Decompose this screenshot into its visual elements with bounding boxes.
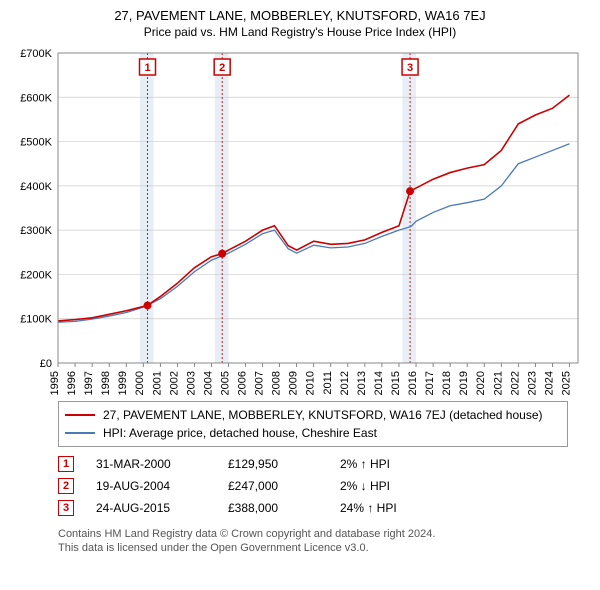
transaction-diff: 24% ↑ HPI — [340, 501, 450, 515]
transaction-table: 1 31-MAR-2000 £129,950 2% ↑ HPI 2 19-AUG-2004… — [58, 453, 590, 519]
svg-text:1997: 1997 — [83, 371, 95, 395]
svg-text:3: 3 — [407, 62, 413, 74]
svg-text:2024: 2024 — [543, 371, 555, 395]
svg-text:2021: 2021 — [492, 371, 504, 395]
svg-text:2001: 2001 — [151, 371, 163, 395]
footer-attribution: Contains HM Land Registry data © Crown c… — [58, 527, 590, 556]
page-title: 27, PAVEMENT LANE, MOBBERLEY, KNUTSFORD,… — [10, 8, 590, 23]
transaction-row: 3 24-AUG-2015 £388,000 24% ↑ HPI — [58, 497, 590, 519]
svg-text:2009: 2009 — [288, 371, 300, 395]
legend-label: HPI: Average price, detached house, Ches… — [103, 426, 377, 440]
footer-line-2: This data is licensed under the Open Gov… — [58, 541, 590, 555]
svg-text:2015: 2015 — [390, 371, 402, 395]
svg-text:£300K: £300K — [20, 225, 52, 237]
svg-text:2023: 2023 — [526, 371, 538, 395]
svg-text:£0: £0 — [40, 358, 52, 370]
svg-text:2002: 2002 — [168, 371, 180, 395]
svg-text:£200K: £200K — [20, 269, 52, 281]
svg-text:2010: 2010 — [305, 371, 317, 395]
svg-text:2019: 2019 — [458, 371, 470, 395]
transaction-date: 24-AUG-2015 — [96, 501, 206, 515]
footer-line-1: Contains HM Land Registry data © Crown c… — [58, 527, 590, 541]
svg-text:1: 1 — [144, 62, 150, 74]
svg-text:2017: 2017 — [424, 371, 436, 395]
svg-text:2012: 2012 — [339, 371, 351, 395]
transaction-price: £247,000 — [228, 479, 318, 493]
legend-item: HPI: Average price, detached house, Ches… — [65, 424, 561, 442]
transaction-row: 2 19-AUG-2004 £247,000 2% ↓ HPI — [58, 475, 590, 497]
svg-text:2008: 2008 — [271, 371, 283, 395]
svg-text:£400K: £400K — [20, 181, 52, 193]
svg-text:2020: 2020 — [475, 371, 487, 395]
page-subtitle: Price paid vs. HM Land Registry's House … — [10, 25, 590, 39]
svg-text:2014: 2014 — [373, 371, 385, 395]
transaction-marker: 3 — [58, 500, 74, 516]
transaction-date: 19-AUG-2004 — [96, 479, 206, 493]
svg-text:2003: 2003 — [185, 371, 197, 395]
svg-text:1995: 1995 — [49, 371, 61, 395]
svg-text:£500K: £500K — [20, 137, 52, 149]
svg-text:2013: 2013 — [356, 371, 368, 395]
svg-text:2022: 2022 — [509, 371, 521, 395]
svg-text:2004: 2004 — [202, 371, 214, 395]
transaction-date: 31-MAR-2000 — [96, 457, 206, 471]
transaction-price: £388,000 — [228, 501, 318, 515]
transaction-diff: 2% ↓ HPI — [340, 479, 450, 493]
svg-text:2005: 2005 — [219, 371, 231, 395]
legend: 27, PAVEMENT LANE, MOBBERLEY, KNUTSFORD,… — [58, 401, 568, 447]
transaction-row: 1 31-MAR-2000 £129,950 2% ↑ HPI — [58, 453, 590, 475]
svg-text:2011: 2011 — [322, 371, 334, 395]
price-chart: £0 £100K £200K £300K £400K £500K £600K £700K 199… — [10, 45, 590, 395]
svg-text:2025: 2025 — [560, 371, 572, 395]
svg-text:£100K: £100K — [20, 314, 52, 326]
svg-text:£700K: £700K — [20, 48, 52, 60]
svg-text:1996: 1996 — [66, 371, 78, 395]
svg-text:2006: 2006 — [237, 371, 249, 395]
transaction-marker: 1 — [58, 456, 74, 472]
legend-swatch — [65, 414, 95, 416]
svg-text:2016: 2016 — [407, 371, 419, 395]
svg-text:2018: 2018 — [441, 371, 453, 395]
svg-text:2: 2 — [219, 62, 225, 74]
svg-text:1998: 1998 — [100, 371, 112, 395]
transaction-diff: 2% ↑ HPI — [340, 457, 450, 471]
legend-item: 27, PAVEMENT LANE, MOBBERLEY, KNUTSFORD,… — [65, 406, 561, 424]
transaction-price: £129,950 — [228, 457, 318, 471]
svg-text:2007: 2007 — [254, 371, 266, 395]
svg-text:£600K: £600K — [20, 92, 52, 104]
transaction-marker: 2 — [58, 478, 74, 494]
svg-text:2000: 2000 — [134, 371, 146, 395]
legend-swatch — [65, 432, 95, 434]
svg-text:1999: 1999 — [117, 371, 129, 395]
legend-label: 27, PAVEMENT LANE, MOBBERLEY, KNUTSFORD,… — [103, 408, 543, 422]
